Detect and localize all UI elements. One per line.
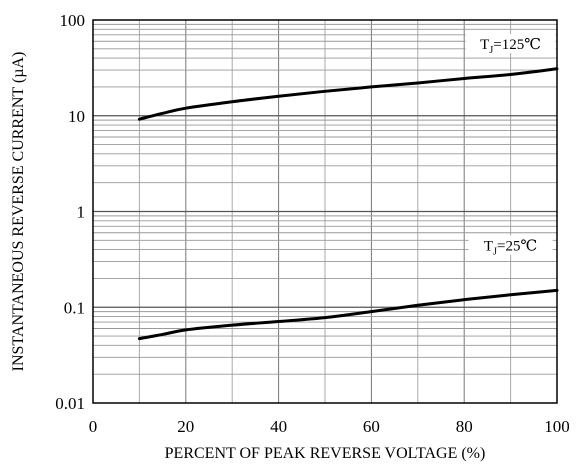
plot-frame <box>92 19 558 404</box>
x-tick-label: 100 <box>544 417 570 436</box>
grid-lines <box>93 20 557 403</box>
y-tick-label: 10 <box>68 107 85 126</box>
series-labels: TJ=125℃ TJ=25℃ <box>465 33 556 258</box>
series-label-background <box>468 235 553 255</box>
y-tick-label: 0.01 <box>55 394 85 413</box>
y-tick-label: 0.1 <box>64 298 85 317</box>
tick-labels: 0 20 40 60 80 100 0.01 0.1 1 10 100 <box>55 11 570 436</box>
y-tick-label: 100 <box>60 11 86 30</box>
series-line-tj-25 <box>137 288 559 341</box>
y-axis-title: INSTANTANEOUS REVERSE CURRENT (µA) <box>10 52 27 372</box>
y-tick-label: 1 <box>77 203 86 222</box>
x-tick-label: 0 <box>89 417 98 436</box>
series-line-tj-125 <box>137 67 559 121</box>
x-tick-label: 60 <box>363 417 380 436</box>
x-tick-label: 80 <box>456 417 473 436</box>
x-tick-label: 40 <box>270 417 287 436</box>
series-layer <box>137 67 559 341</box>
series-label-tj-125: TJ=125℃ <box>480 37 541 56</box>
series-label-tj-25: TJ=25℃ <box>484 239 537 258</box>
series-label-background <box>465 33 556 53</box>
x-axis-title: PERCENT OF PEAK REVERSE VOLTAGE (%) <box>165 445 486 462</box>
x-tick-label: 20 <box>177 417 194 436</box>
